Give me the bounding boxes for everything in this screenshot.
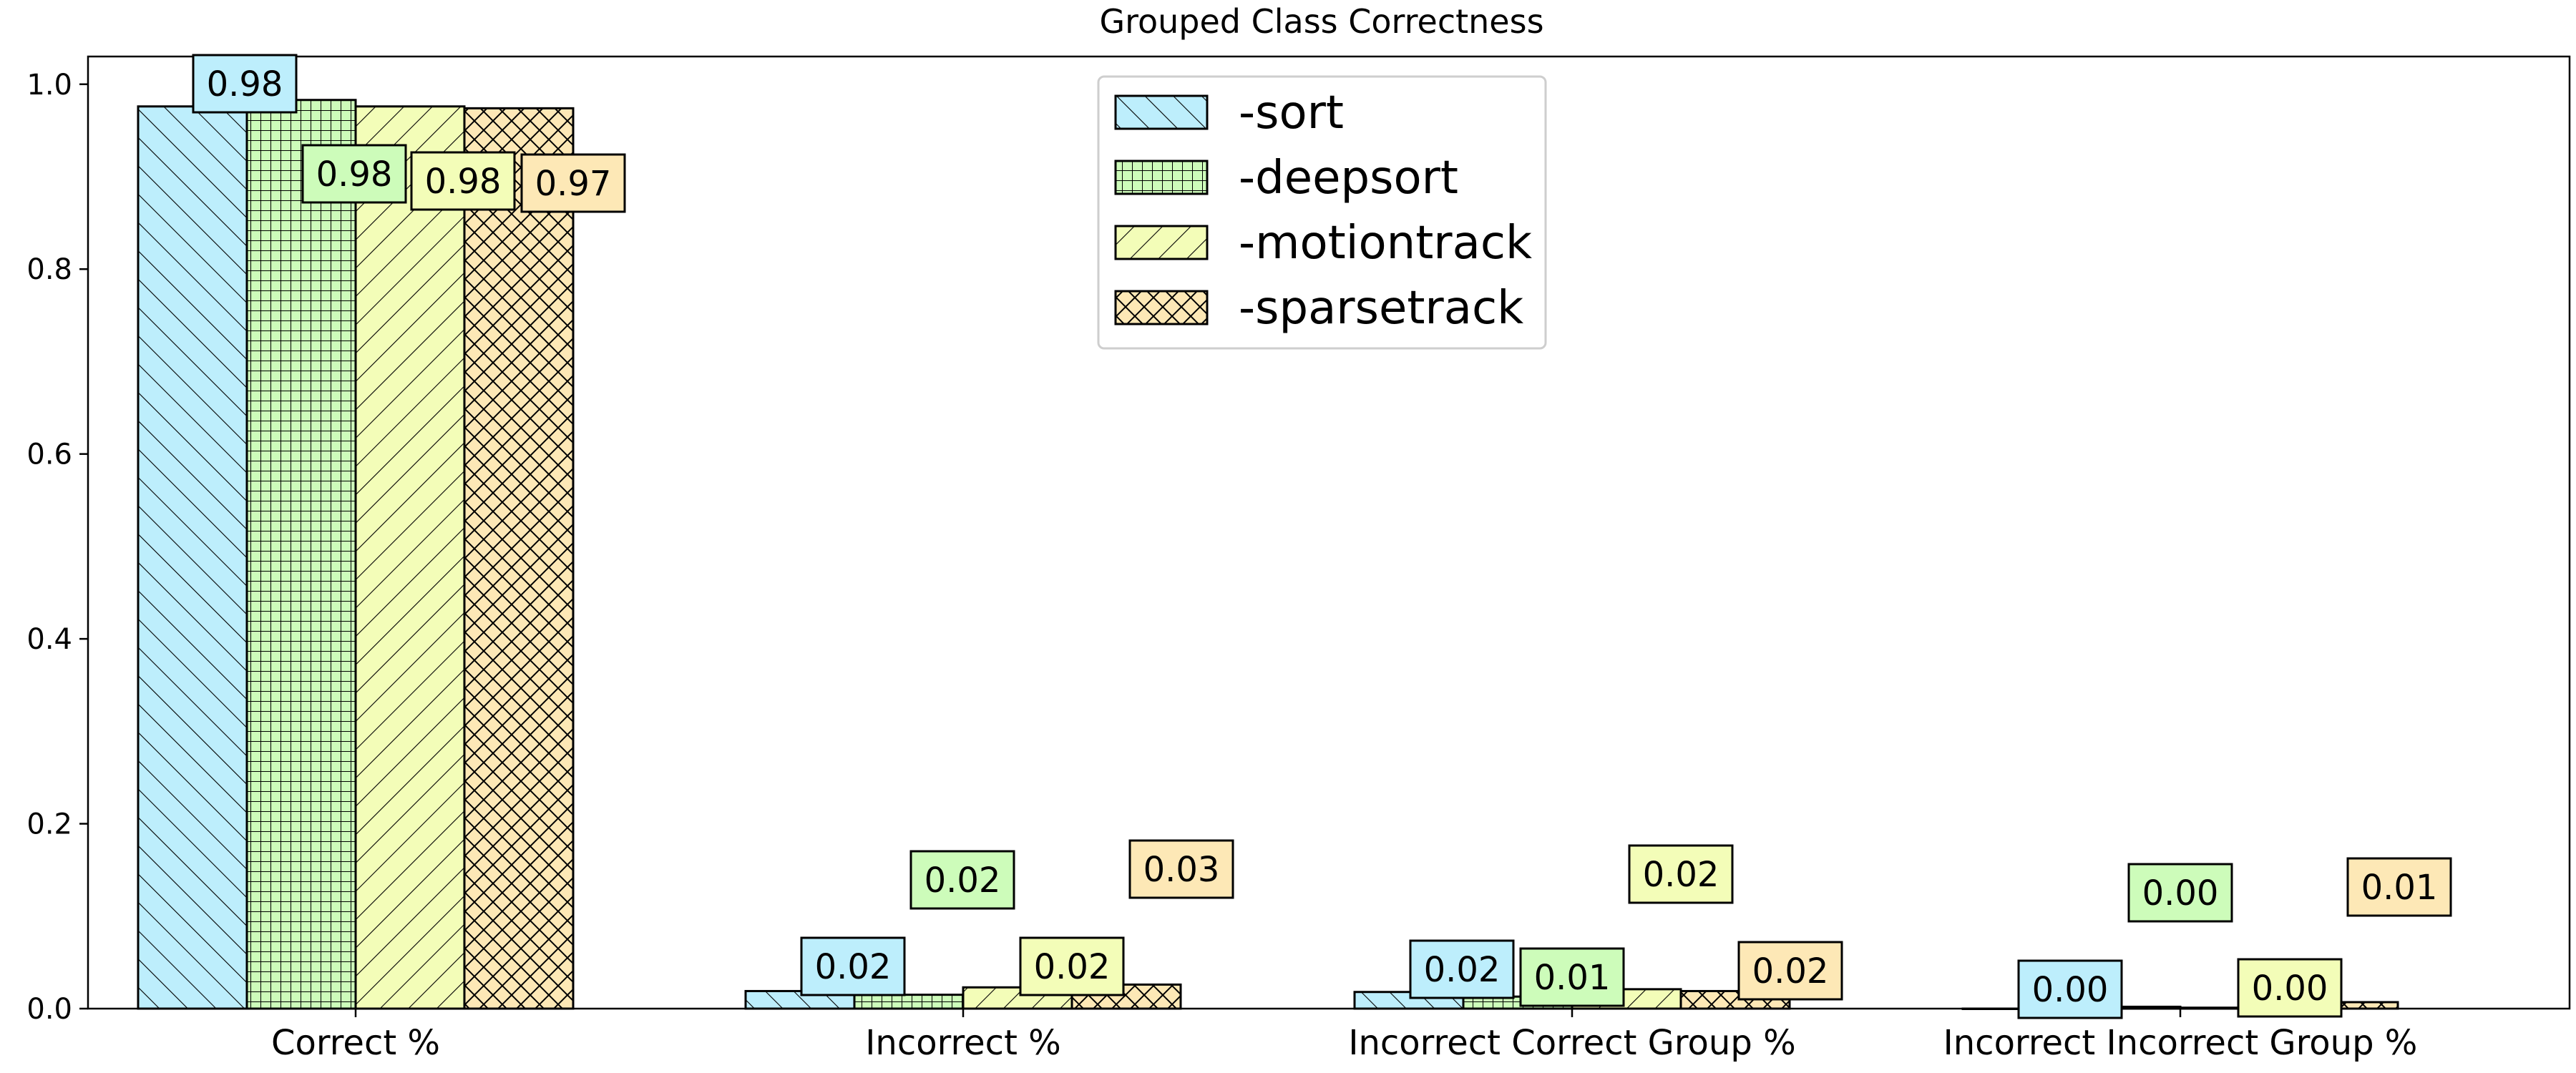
- value-label-box: [1019, 936, 1125, 996]
- value-label-box: [2346, 857, 2452, 917]
- y-tick-label: 0.8: [26, 253, 72, 286]
- legend: -sort -deepsort -motiontrack -sparsetrack: [1097, 75, 1547, 350]
- value-label-box: [2237, 958, 2343, 1018]
- value-label: 0.00: [2032, 970, 2109, 1010]
- value-label: 0.98: [425, 162, 502, 202]
- plot-area: 0.0 0.2 0.4 0.6 0.8 1.0 Correct % Incorrect % In…: [26, 54, 2571, 1063]
- chart-title: Grouped Class Correctness: [1099, 2, 1543, 41]
- value-label-box: [1409, 939, 1515, 999]
- value-label-box: [800, 936, 906, 996]
- value-label: 0.02: [815, 947, 892, 987]
- x-tick-label: Incorrect Incorrect Group %: [1943, 1023, 2418, 1063]
- legend-label: -sort: [1239, 87, 1344, 139]
- legend-swatch: [1114, 225, 1209, 260]
- legend-label: -motiontrack: [1239, 217, 1532, 270]
- bar: [137, 105, 248, 1010]
- value-label-box: [301, 144, 407, 204]
- bar: [354, 105, 466, 1010]
- bar: [245, 99, 357, 1010]
- y-tick-label: 0.2: [26, 808, 72, 841]
- y-tick-label: 0.6: [26, 438, 72, 471]
- x-tick-label: Incorrect Correct Group %: [1348, 1023, 1795, 1063]
- bar: [463, 107, 575, 1010]
- y-tick-label: 0.0: [26, 993, 72, 1026]
- value-label: 0.02: [1752, 951, 1829, 991]
- value-label: 0.02: [1034, 947, 1111, 987]
- value-label-box: [1628, 844, 1734, 904]
- axes-frame: [87, 55, 2571, 1010]
- value-label-box: [1128, 839, 1234, 899]
- value-label-box: [192, 54, 298, 114]
- y-tick-label: 1.0: [26, 69, 72, 102]
- value-label: 0.00: [2252, 969, 2328, 1009]
- y-tick-label: 0.4: [26, 623, 72, 656]
- value-label: 0.98: [316, 155, 393, 195]
- value-label-box: [2127, 863, 2233, 923]
- value-label: 0.02: [1643, 855, 1719, 895]
- value-label: 0.00: [2142, 873, 2219, 913]
- value-label-box: [909, 850, 1015, 910]
- legend-label: -deepsort: [1239, 152, 1458, 205]
- value-label: 0.97: [535, 164, 612, 204]
- value-label-box: [520, 153, 626, 213]
- value-label: 0.98: [207, 64, 283, 104]
- x-tick-label: Correct %: [271, 1023, 440, 1063]
- value-label: 0.01: [1534, 958, 1611, 998]
- bar: [962, 986, 1073, 1010]
- x-tick-label: Incorrect %: [865, 1023, 1061, 1063]
- value-label: 0.03: [1143, 850, 1220, 890]
- value-label-box: [2017, 959, 2123, 1019]
- legend-swatch: [1114, 94, 1209, 130]
- value-label: 0.02: [1424, 950, 1501, 990]
- legend-box: [1097, 75, 1547, 350]
- value-label: 0.02: [924, 861, 1001, 901]
- legend-swatch: [1114, 160, 1209, 195]
- bar: [853, 994, 965, 1010]
- legend-swatch: [1114, 290, 1209, 325]
- value-label: 0.01: [2361, 868, 2438, 908]
- legend-label: -sparsetrack: [1239, 282, 1523, 335]
- value-label-box: [1519, 947, 1625, 1007]
- value-label-box: [1737, 941, 1843, 1001]
- value-label-box: [410, 151, 516, 211]
